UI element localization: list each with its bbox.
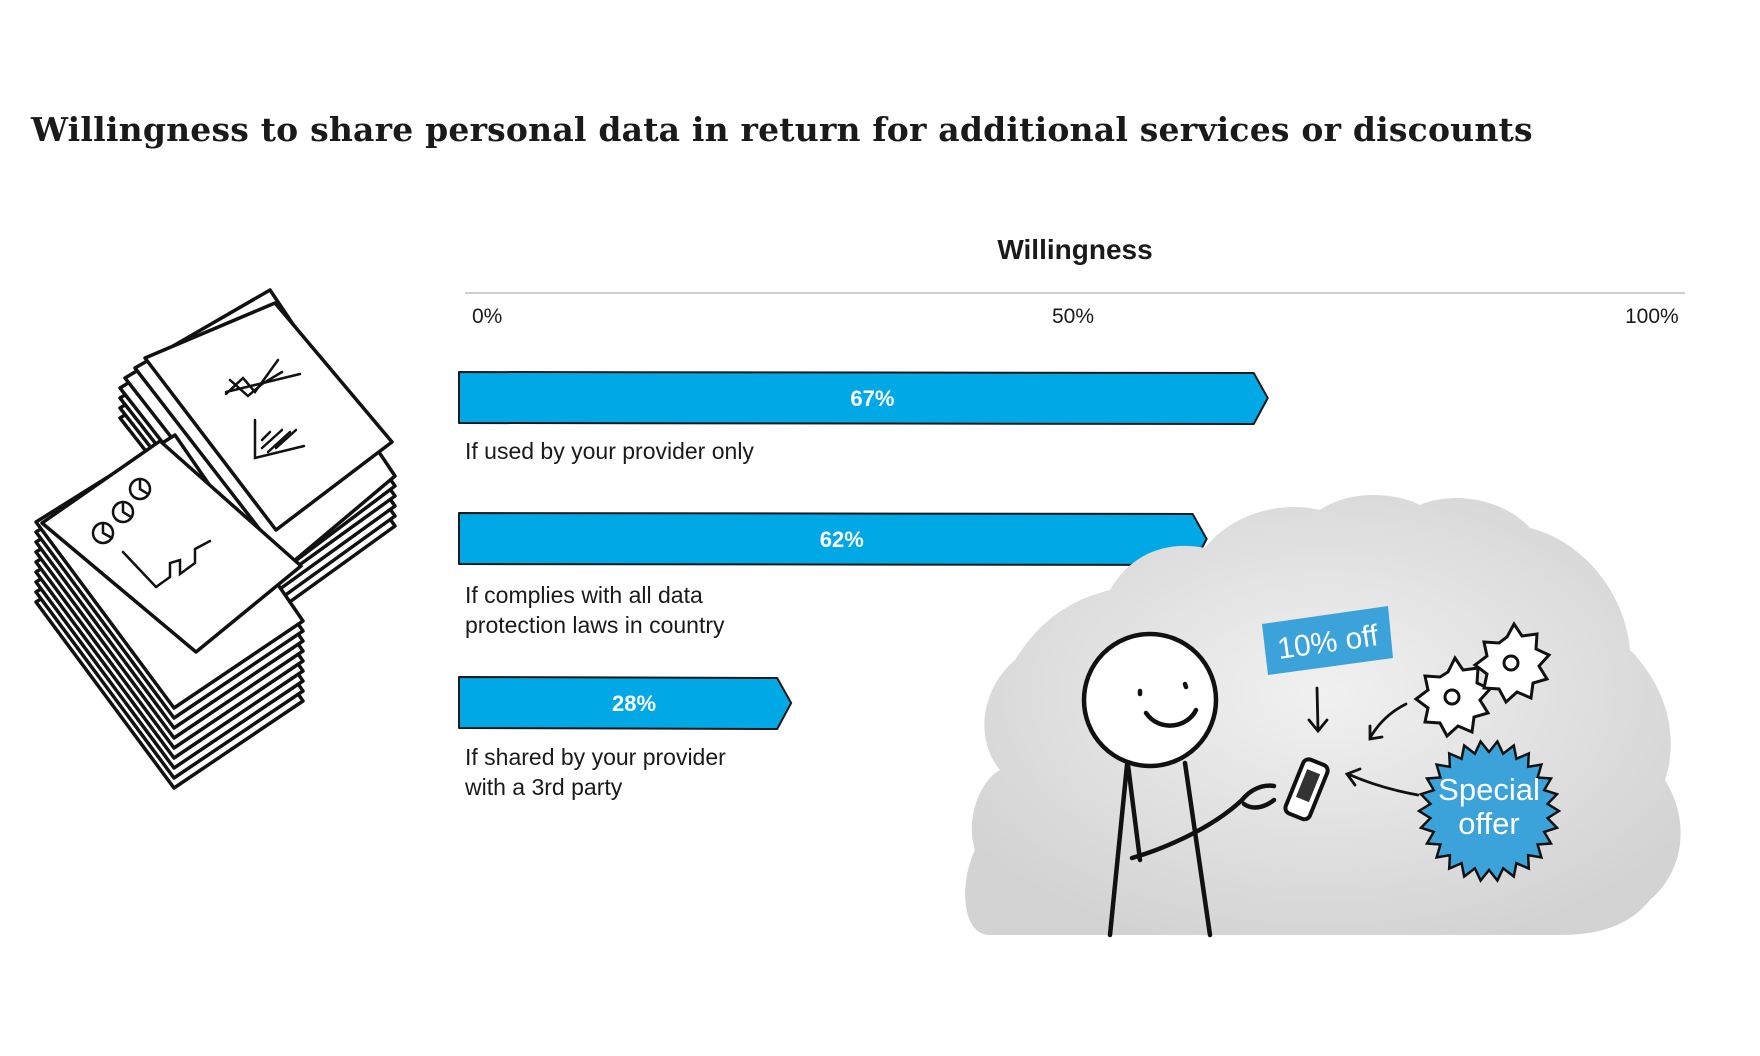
x-tick-label: 0%: [472, 305, 503, 328]
chart-title: Willingness to share personal data in re…: [31, 110, 1533, 149]
x-axis-title: Willingness: [997, 234, 1153, 265]
bar-value-label: 28%: [612, 691, 656, 716]
category-label: If shared by your provider with a 3rd par…: [465, 742, 726, 802]
axis-rule: [465, 292, 1685, 294]
category-label: If used by your provider only: [465, 436, 754, 466]
category-label-line: with a 3rd party: [465, 774, 623, 800]
bar-value-label: 67%: [850, 386, 894, 411]
category-label-line: protection laws in country: [465, 612, 725, 638]
category-label-line: If complies with all data: [465, 582, 703, 608]
bar: [458, 371, 1269, 425]
bar-value-label: 62%: [820, 527, 864, 552]
bar: [458, 676, 793, 730]
x-tick-label: 100%: [1625, 305, 1679, 328]
category-label-line: If shared by your provider: [465, 744, 726, 770]
x-tick-label: 50%: [1052, 305, 1095, 328]
category-label: If complies with all data protection laws…: [465, 580, 725, 640]
category-label-line: If used by your provider only: [465, 438, 754, 464]
